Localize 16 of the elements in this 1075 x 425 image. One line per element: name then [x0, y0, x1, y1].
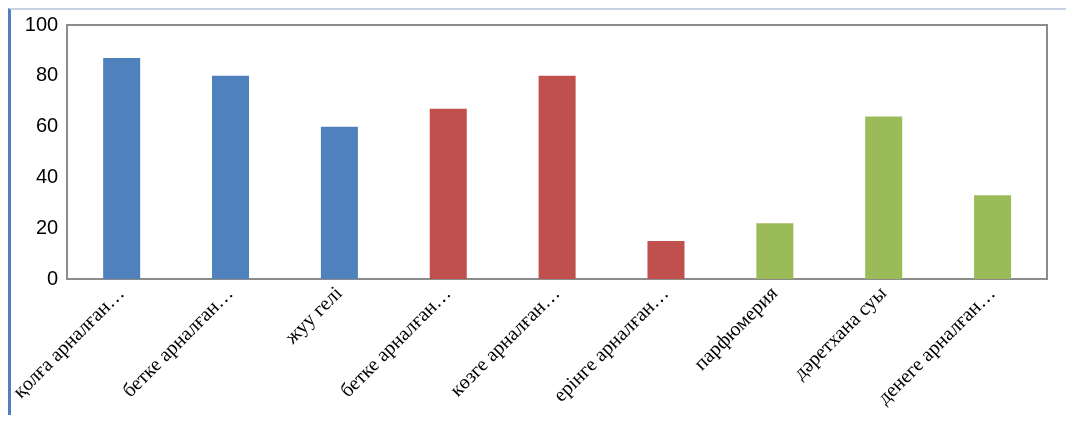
bar [103, 58, 141, 280]
bar [974, 195, 1012, 280]
bar [647, 241, 685, 280]
bar [429, 108, 467, 280]
y-tick-label: 0 [47, 266, 59, 289]
y-tick-label: 60 [35, 114, 59, 137]
y-tick-label: 20 [35, 215, 59, 238]
x-tick-label: жуу гелі [279, 281, 347, 349]
bar [756, 223, 794, 280]
bar [212, 75, 250, 280]
y-tick-label: 40 [35, 164, 59, 187]
y-tick-label: 80 [35, 63, 59, 86]
bar [865, 116, 903, 280]
bar [538, 75, 576, 280]
bar [320, 126, 358, 280]
y-tick-label: 100 [24, 12, 59, 35]
